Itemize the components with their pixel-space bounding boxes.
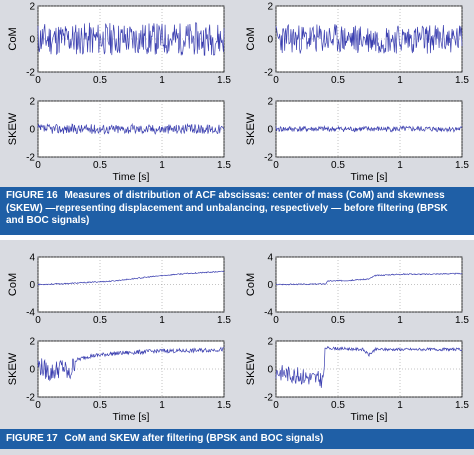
y-tick-label: -4 xyxy=(26,308,35,319)
x-tick-label: 1 xyxy=(159,400,165,411)
x-tick-label: 0.5 xyxy=(93,315,107,326)
y-tick-label: 0 xyxy=(29,280,35,291)
x-tick-label: 0 xyxy=(273,75,279,86)
series-line xyxy=(275,345,463,388)
x-tick-label: 1 xyxy=(159,160,165,171)
x-tick-label: 0 xyxy=(273,315,279,326)
x-tick-label: 0.5 xyxy=(93,75,107,86)
series-line xyxy=(275,272,463,286)
y-tick-label: 0 xyxy=(29,125,35,136)
series-line xyxy=(275,124,463,133)
x-tick-label: 1.5 xyxy=(217,160,231,171)
y-tick-label: 0 xyxy=(267,125,273,136)
x-tick-label: 1.5 xyxy=(455,160,469,171)
x-tick-label: 0 xyxy=(273,160,279,171)
y-axis-label: CoM xyxy=(7,273,19,296)
y-axis-label: CoM xyxy=(7,27,19,50)
x-tick-label: 0.5 xyxy=(331,75,345,86)
y-tick-label: 0 xyxy=(267,280,273,291)
y-tick-label: -2 xyxy=(264,68,273,79)
y-tick-label: 2 xyxy=(29,337,35,348)
figure-17-caption-text: CoM and SKEW after filtering (BPSK and B… xyxy=(64,433,324,444)
x-axis-label: Time [s] xyxy=(351,411,388,423)
x-axis-label: Time [s] xyxy=(351,171,388,183)
y-tick-label: 0 xyxy=(29,365,35,376)
x-tick-label: 1 xyxy=(159,75,165,86)
series-line xyxy=(37,22,225,56)
y-tick-label: -2 xyxy=(264,153,273,164)
x-tick-label: 0 xyxy=(35,160,41,171)
y-tick-label: 4 xyxy=(29,253,35,264)
x-tick-label: 1.5 xyxy=(217,400,231,411)
figure-17-caption: FIGURE 17 CoM and SKEW after filtering (… xyxy=(0,429,474,449)
y-tick-label: 2 xyxy=(267,337,273,348)
x-tick-label: 0 xyxy=(35,315,41,326)
y-axis-label: SKEW xyxy=(7,352,19,385)
y-axis-label: SKEW xyxy=(245,352,257,385)
y-tick-label: -4 xyxy=(264,308,273,319)
y-tick-label: 4 xyxy=(267,253,273,264)
figure-16-caption: FIGURE 16 Measures of distribution of AC… xyxy=(0,187,474,235)
y-axis-label: SKEW xyxy=(245,112,257,145)
x-tick-label: 1 xyxy=(159,315,165,326)
y-tick-label: 2 xyxy=(267,97,273,108)
y-tick-label: 0 xyxy=(29,35,35,46)
series-line xyxy=(275,23,463,54)
y-tick-label: 0 xyxy=(267,365,273,376)
x-tick-label: 0.5 xyxy=(93,400,107,411)
y-tick-label: -2 xyxy=(26,153,35,164)
x-tick-label: 0.5 xyxy=(331,400,345,411)
x-tick-label: 0 xyxy=(35,400,41,411)
y-tick-label: 2 xyxy=(267,2,273,13)
x-tick-label: 1 xyxy=(397,75,403,86)
figure-16-panel: 0 0.5 1 1.5 2 0 -2 CoM 0 0.5 1 1.5 2 0 -2 CoM 0 0.5 1 1.5 2 0… xyxy=(0,0,474,235)
x-tick-label: 1 xyxy=(397,160,403,171)
y-axis-label: CoM xyxy=(245,27,257,50)
figure-17-panel: 0 0.5 1 1.5 4 0 -4 CoM 0 0.5 1 1.5 4 0 -4 CoM 0 0.5 1 1.5 2 0… xyxy=(0,240,474,455)
y-tick-label: -2 xyxy=(26,393,35,404)
x-tick-label: 0.5 xyxy=(93,160,107,171)
y-axis-label: CoM xyxy=(245,273,257,296)
y-tick-label: -2 xyxy=(264,393,273,404)
series-line xyxy=(37,122,225,135)
x-tick-label: 1 xyxy=(397,315,403,326)
x-tick-label: 1.5 xyxy=(217,75,231,86)
x-tick-label: 0 xyxy=(273,400,279,411)
series-line xyxy=(37,270,225,286)
x-axis-label: Time [s] xyxy=(113,171,150,183)
x-tick-label: 1.5 xyxy=(217,315,231,326)
y-tick-label: 0 xyxy=(267,35,273,46)
y-axis-label: SKEW xyxy=(7,112,19,145)
x-tick-label: 0.5 xyxy=(331,160,345,171)
series-line xyxy=(37,346,225,382)
figure-17-tag: FIGURE 17 xyxy=(6,433,58,444)
x-tick-label: 0 xyxy=(35,75,41,86)
y-tick-label: 2 xyxy=(29,2,35,13)
x-tick-label: 1 xyxy=(397,400,403,411)
x-tick-label: 1.5 xyxy=(455,75,469,86)
y-tick-label: 2 xyxy=(29,97,35,108)
x-tick-label: 0.5 xyxy=(331,315,345,326)
x-tick-label: 1.5 xyxy=(455,315,469,326)
y-tick-label: -2 xyxy=(26,68,35,79)
figure-16-caption-text: Measures of distribution of ACF abscissa… xyxy=(6,190,448,226)
x-tick-label: 1.5 xyxy=(455,400,469,411)
figure-16-tag: FIGURE 16 xyxy=(6,190,58,201)
x-axis-label: Time [s] xyxy=(113,411,150,423)
